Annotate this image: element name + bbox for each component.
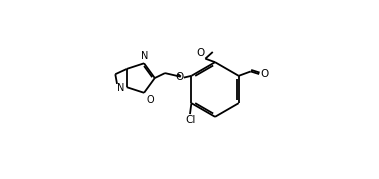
Text: methoxy: methoxy <box>0 178 1 179</box>
Text: O: O <box>260 69 268 79</box>
Text: N: N <box>116 83 124 93</box>
Text: O: O <box>196 48 204 58</box>
Text: Cl: Cl <box>185 115 196 125</box>
Text: O: O <box>175 72 184 82</box>
Text: O: O <box>146 95 154 105</box>
Text: N: N <box>141 51 149 61</box>
